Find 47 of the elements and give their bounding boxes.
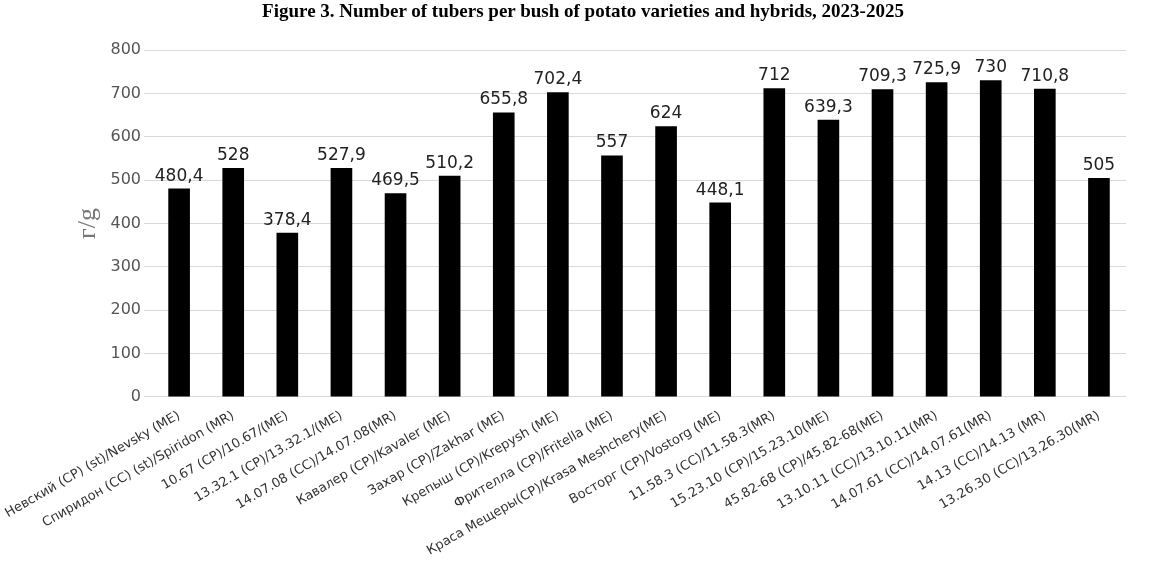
y-tick-label: 600 <box>110 125 142 145</box>
bar <box>655 126 677 397</box>
bar <box>925 82 948 397</box>
bar <box>330 168 353 397</box>
bar <box>1034 88 1056 397</box>
data-label: 557 <box>595 131 629 152</box>
bar <box>817 119 840 397</box>
bar <box>384 193 407 397</box>
data-label: 639,3 <box>804 95 853 116</box>
data-label: 469,5 <box>371 169 420 190</box>
bar <box>601 155 623 397</box>
chart-title: Figure 3. Number of tubers per bush of potato varieties and hybrids, 2023-2025 <box>261 0 905 22</box>
data-label: 378,4 <box>262 208 312 229</box>
data-label: 712 <box>758 64 791 85</box>
bar <box>168 188 190 397</box>
bar <box>1088 177 1110 397</box>
data-label: 448,1 <box>695 178 745 199</box>
data-label: 710,8 <box>1020 64 1070 85</box>
bar <box>871 89 894 397</box>
y-tick-label: 300 <box>110 256 142 276</box>
bar <box>276 232 299 397</box>
data-label: 730 <box>974 56 1007 77</box>
data-label: 528 <box>216 143 250 164</box>
y-tick-label: 400 <box>110 212 142 232</box>
bar <box>979 80 1002 397</box>
data-label: 480,4 <box>154 164 204 185</box>
bar <box>492 112 515 397</box>
data-label: 505 <box>1082 153 1116 174</box>
y-axis-title: г/g <box>71 208 101 239</box>
data-label: 725,9 <box>912 58 961 79</box>
y-tick-label: 0 <box>130 386 142 406</box>
data-label: 510,2 <box>425 151 474 172</box>
data-label: 702,4 <box>533 68 583 89</box>
data-label: 624 <box>649 102 683 123</box>
bar <box>547 92 569 397</box>
bar <box>438 175 461 397</box>
y-tick-label: 500 <box>110 169 142 189</box>
data-label: 709,3 <box>858 65 907 86</box>
y-tick-label: 800 <box>110 39 142 59</box>
bar <box>709 202 732 397</box>
y-tick-label: 200 <box>110 299 142 319</box>
data-label: 527,9 <box>317 143 366 164</box>
bar <box>763 88 786 397</box>
y-tick-label: 100 <box>110 342 142 362</box>
data-label: 655,8 <box>479 88 529 109</box>
y-tick-label: 700 <box>110 82 142 102</box>
bar <box>222 167 245 397</box>
